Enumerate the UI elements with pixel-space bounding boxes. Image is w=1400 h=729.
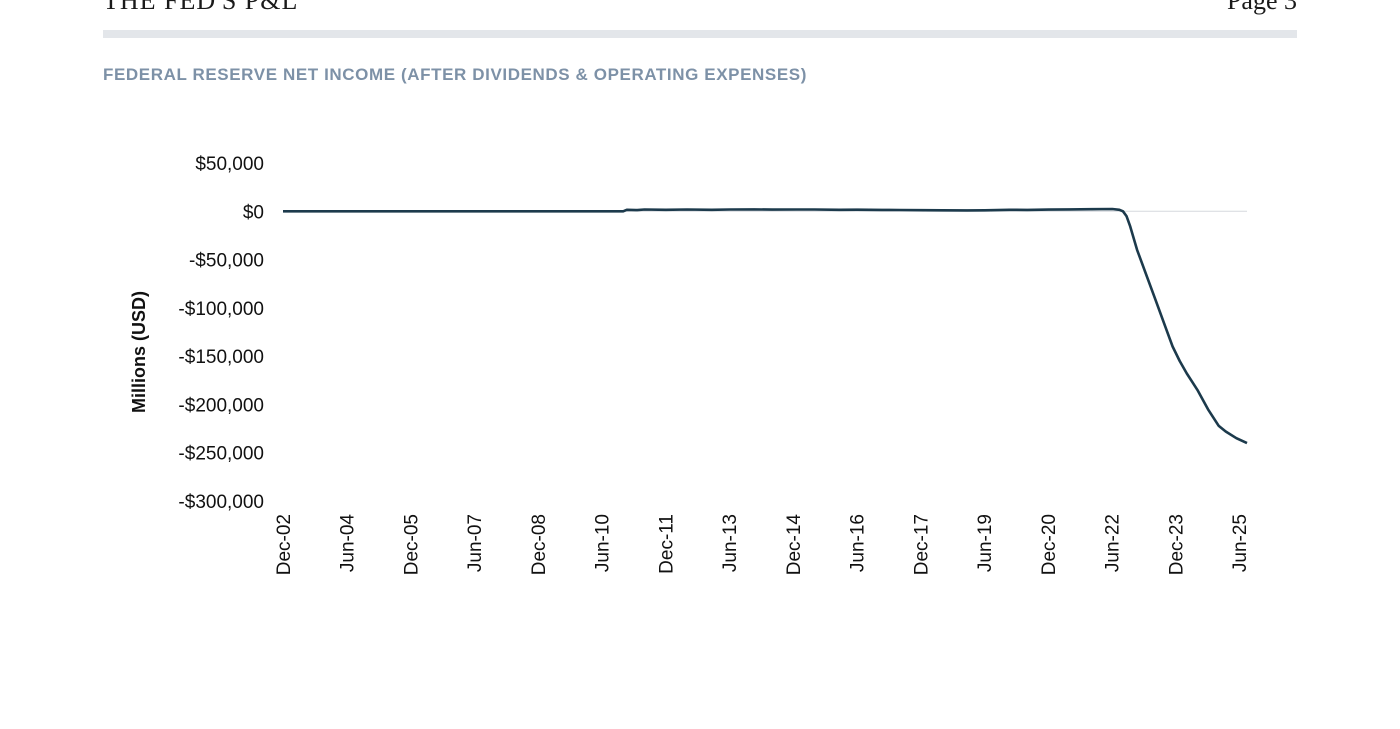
x-tick-label: Dec-02 xyxy=(274,514,295,575)
chart-title: FEDERAL RESERVE NET INCOME (AFTER DIVIDE… xyxy=(103,65,807,84)
x-tick-label: Dec-08 xyxy=(529,514,550,575)
x-tick-label: Dec-20 xyxy=(1039,514,1060,575)
x-tick-label: Jun-19 xyxy=(975,514,996,572)
y-tick-label: -$200,000 xyxy=(178,395,264,416)
x-tick-label: Jun-13 xyxy=(720,514,741,572)
y-tick-label: $0 xyxy=(243,202,264,223)
x-tick-label: Jun-25 xyxy=(1230,514,1251,572)
x-tick-label: Dec-11 xyxy=(656,514,677,574)
y-tick-label: -$100,000 xyxy=(178,299,264,320)
y-tick-label: $50,000 xyxy=(195,154,264,175)
y-axis-title: Millions (USD) xyxy=(129,291,149,413)
x-tick-label: Jun-22 xyxy=(1103,514,1124,572)
x-tick-label: Dec-05 xyxy=(401,514,422,575)
y-tick-label: -$250,000 xyxy=(178,444,264,465)
x-tick-label: Jun-16 xyxy=(848,514,869,572)
x-tick-label: Dec-23 xyxy=(1166,514,1187,575)
report-header: THE FED'S P&L Page 3 xyxy=(103,0,1297,15)
x-tick-label: Dec-14 xyxy=(784,514,805,576)
y-tick-label: -$300,000 xyxy=(178,492,264,513)
header-divider xyxy=(103,30,1297,38)
series-line xyxy=(283,207,1248,445)
y-tick-label: -$150,000 xyxy=(178,347,264,368)
x-tick-label: Jun-04 xyxy=(338,514,359,573)
report-title: THE FED'S P&L xyxy=(103,0,299,15)
y-tick-label: -$50,000 xyxy=(189,251,264,272)
x-tick-label: Jun-07 xyxy=(465,514,486,572)
page-number: Page 3 xyxy=(1226,0,1297,15)
x-tick-label: Dec-17 xyxy=(911,514,932,575)
x-tick-label: Jun-10 xyxy=(593,514,614,572)
